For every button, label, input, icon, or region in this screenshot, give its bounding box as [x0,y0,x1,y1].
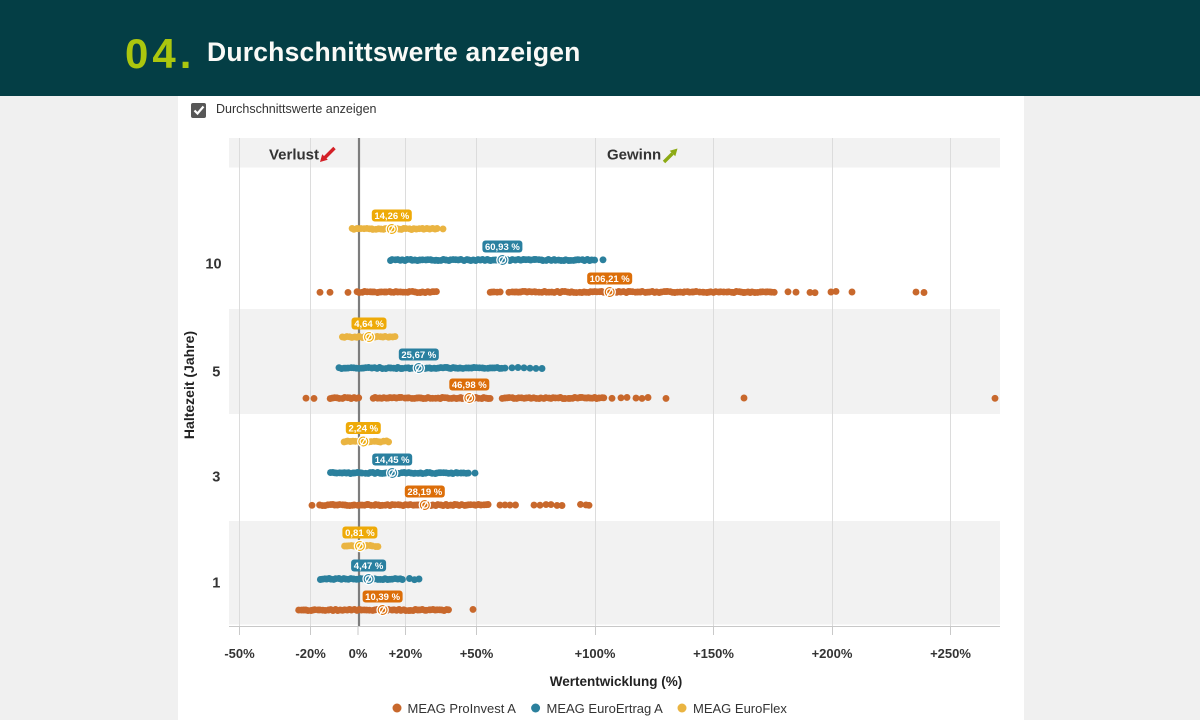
svg-text:MEAG EuroErtrag A: MEAG EuroErtrag A [547,701,664,716]
svg-text:14,45 %: 14,45 % [375,455,410,466]
svg-text:0,81 %: 0,81 % [345,528,375,539]
svg-text:Wertentwicklung (%): Wertentwicklung (%) [550,674,683,689]
svg-text:+200%: +200% [812,646,853,661]
svg-text:4,64 %: 4,64 % [354,319,384,330]
svg-text:5: 5 [212,365,220,381]
svg-text:MEAG EuroFlex: MEAG EuroFlex [693,701,787,716]
svg-text:60,93 %: 60,93 % [485,242,520,253]
svg-text:4,47 %: 4,47 % [354,561,384,572]
svg-text:2,24 %: 2,24 % [349,423,379,434]
svg-text:106,21 %: 106,21 % [590,274,631,285]
svg-text:+150%: +150% [693,646,734,661]
svg-text:Verlust: Verlust [269,147,319,164]
svg-text:Gewinn: Gewinn [607,147,661,164]
svg-text:3: 3 [212,470,220,486]
svg-text:MEAG ProInvest A: MEAG ProInvest A [408,701,517,716]
svg-text:10,39 %: 10,39 % [365,592,400,603]
svg-text:14,26 %: 14,26 % [374,211,409,222]
svg-text:28,19 %: 28,19 % [407,487,442,498]
svg-text:+50%: +50% [460,646,494,661]
svg-text:0%: 0% [349,646,368,661]
svg-text:46,98 %: 46,98 % [452,380,487,391]
svg-text:10: 10 [205,257,221,273]
svg-text:-50%: -50% [224,646,255,661]
svg-text:+20%: +20% [389,646,423,661]
svg-text:-20%: -20% [295,646,326,661]
svg-text:1: 1 [212,576,220,592]
svg-text:Haltezeit (Jahre): Haltezeit (Jahre) [181,331,197,439]
svg-text:+250%: +250% [930,646,971,661]
svg-text:25,67 %: 25,67 % [401,350,436,361]
svg-text:+100%: +100% [575,646,616,661]
